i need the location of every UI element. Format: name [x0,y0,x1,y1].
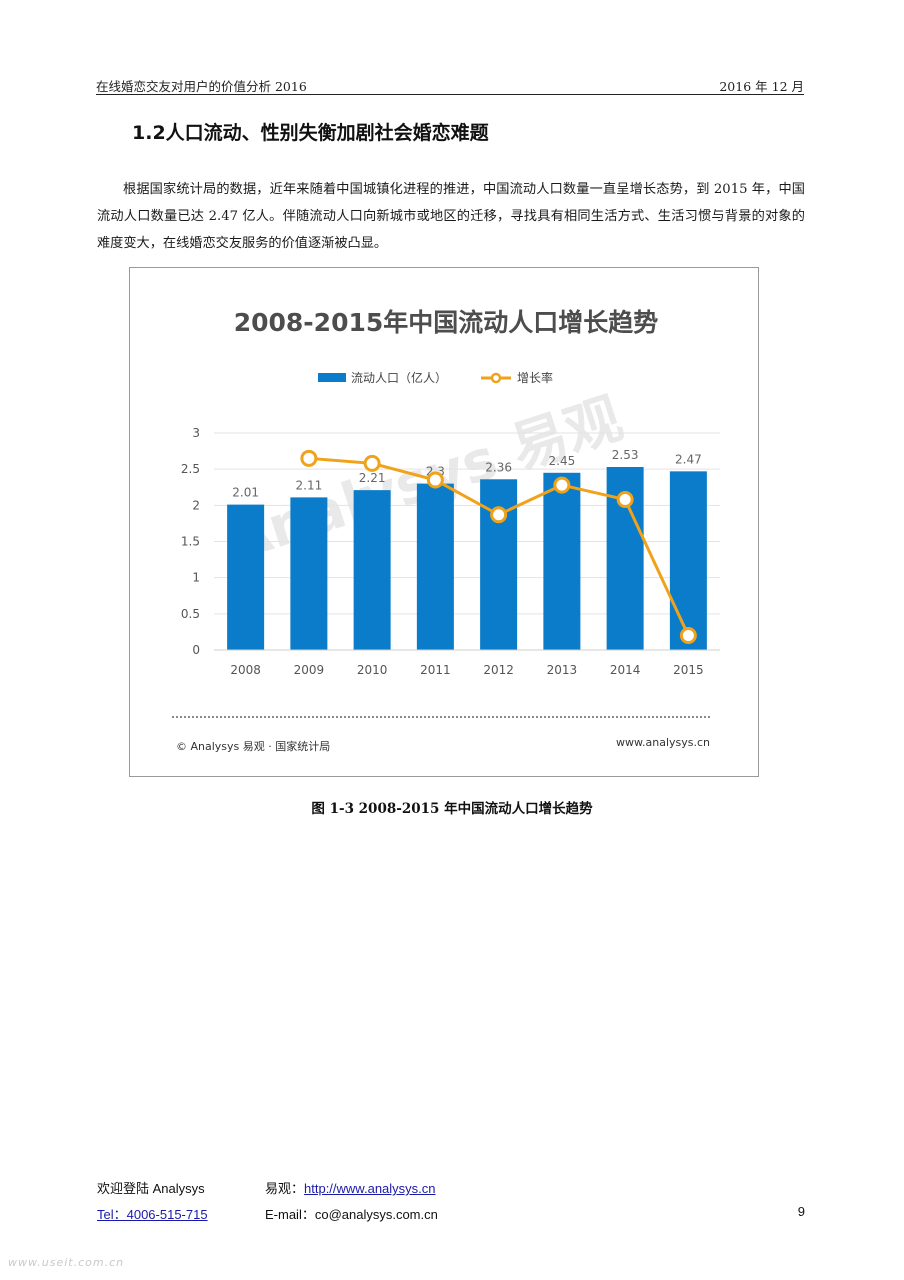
bar-data-label: 2.01 [232,486,259,500]
bar-data-label: 2.21 [359,471,386,485]
bar [669,471,707,650]
growth-rate-point [553,476,571,494]
growth-rate-point [300,449,318,467]
page-number: 9 [797,1204,805,1219]
bar [480,479,518,650]
x-tick-label: 2014 [610,663,641,677]
watermark-url: www.useit.com.cn [8,1256,125,1269]
y-tick-label: 0.5 [181,607,200,621]
y-tick-label: 2.5 [181,462,200,476]
bar [416,483,454,650]
x-tick-label: 2013 [547,663,578,677]
bars-layer [227,466,707,650]
growth-rate-point [490,506,508,524]
legend-label-line: 增长率 [517,370,553,385]
footer-email[interactable]: E-mail：co@analysys.com.cn [265,1207,438,1222]
bar [290,497,328,650]
growth-rate-point [363,454,381,472]
legend-swatch-bar [318,373,346,382]
legend-label-bar: 流动人口（亿人） [351,370,447,385]
section-title: 1.2人口流动、性别失衡加剧社会婚恋难题 [132,122,489,144]
x-tick-label: 2015 [673,663,704,677]
footer-site-label: 易观： [265,1181,305,1196]
y-tick-label: 1.5 [181,535,200,549]
y-tick-label: 0 [192,643,200,657]
bar [227,504,265,650]
x-tick-label: 2009 [294,663,325,677]
growth-line-layer [300,449,697,645]
growth-rate-point [679,627,697,645]
footer-site: 易观：http://www.analysys.cn [265,1178,436,1197]
footer-welcome: 欢迎登陆 Analysys [97,1181,205,1196]
header-date: 2016 年 12 月 [719,79,804,94]
bar [543,472,581,650]
footer-site-link[interactable]: http://www.analysys.cn [304,1181,436,1196]
body-paragraph: 根据国家统计局的数据，近年来随着中国城镇化进程的推进，中国流动人口数量一直呈增长… [97,182,805,251]
chart-source: © Analysys 易观 · 国家统计局 [176,740,331,753]
bar-data-label: 2.36 [485,460,512,474]
bar [353,490,391,650]
y-tick-label: 1 [192,571,200,585]
source-divider [172,716,710,718]
chart-svg: Analysys 易观 2008-2015年中国流动人口增长趋势 流动人口（亿人… [181,308,720,677]
chart-frame: Analysys 易观 2008-2015年中国流动人口增长趋势 流动人口（亿人… [129,267,759,777]
y-tick-label: 2 [192,498,200,512]
figure-caption: 图 1-3 2008-2015 年中国流动人口增长趋势 [311,801,593,817]
y-tick-label: 3 [192,426,200,440]
x-tick-label: 2012 [483,663,514,677]
footer-tel[interactable]: Tel：4006-515-715 [97,1207,208,1222]
bar-data-label: 2.47 [675,452,702,466]
bar-data-label: 2.53 [612,448,639,462]
page-header: 在线婚恋交友对用户的价值分析 2016 2016 年 12 月 [96,74,804,95]
legend-swatch-marker [490,372,502,384]
x-tick-label: 2011 [420,663,451,677]
chart-title: 2008-2015年中国流动人口增长趋势 [234,308,659,337]
chart-legend: 流动人口（亿人） 增长率 [318,370,553,385]
bar-data-label: 2.11 [296,478,323,492]
chart-website: www.analysys.cn [616,736,710,749]
header-report-title: 在线婚恋交友对用户的价值分析 2016 [96,79,307,94]
bar-data-label: 2.45 [549,454,576,468]
x-tick-label: 2010 [357,663,388,677]
growth-rate-point [426,471,444,489]
data-labels-layer: 2.012.112.212.32.362.452.532.47 [232,448,701,500]
growth-rate-point [616,491,634,509]
x-tick-label: 2008 [230,663,261,677]
